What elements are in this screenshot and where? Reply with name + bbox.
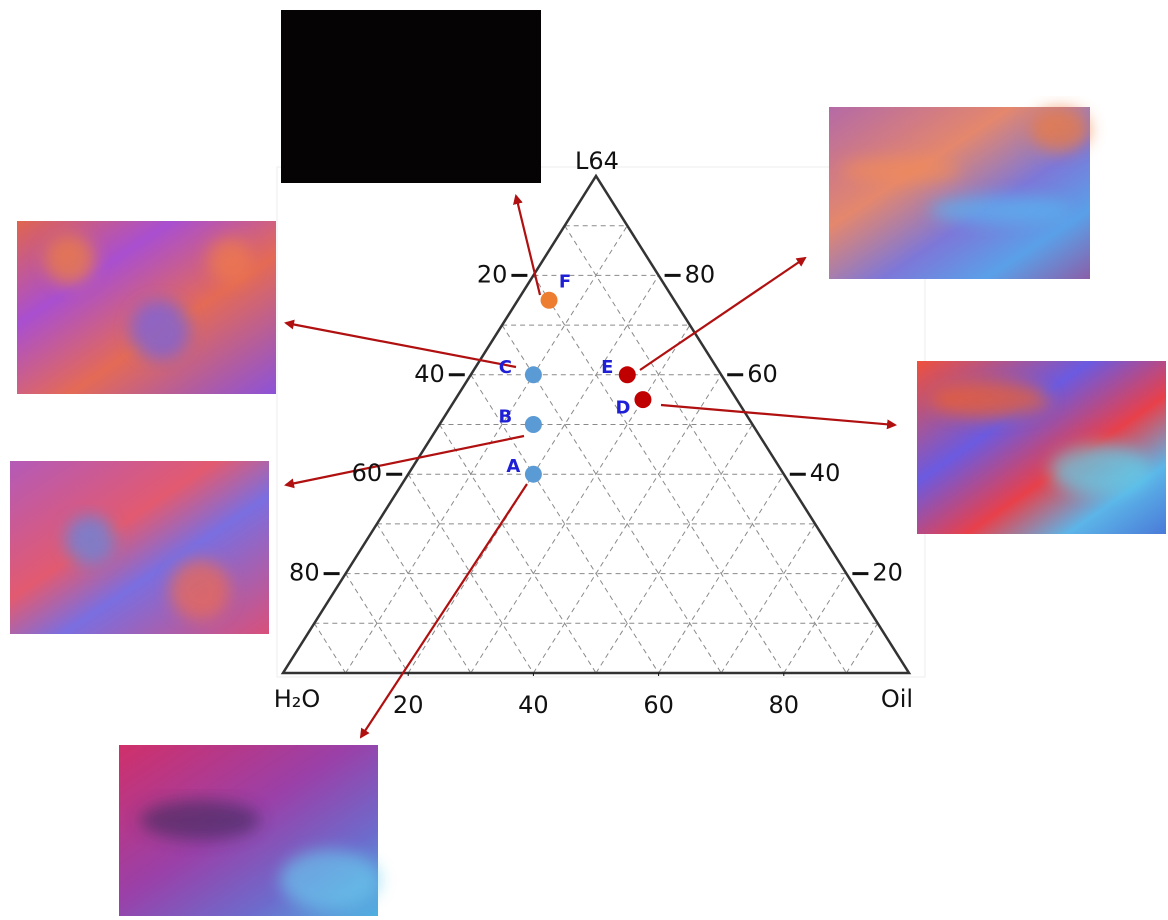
tick-label: 60 [747,360,778,388]
arrow [516,196,540,295]
micrograph-a [119,745,380,916]
grid-line [721,524,815,673]
grid-line [314,623,345,673]
tick-label: 80 [769,691,800,719]
data-point [525,416,542,433]
data-point [619,366,636,383]
data-point [525,466,542,483]
data-point [525,366,542,383]
tick-label: 80 [685,260,716,288]
vertex-label: L64 [575,147,619,175]
tick-label: 20 [872,559,903,587]
marks: 20 20 20 40 40 40 60 60 60 80 80 80 A B C DE F [289,260,903,719]
point-label: A [506,456,520,477]
arrow [661,405,895,425]
data-point [634,391,651,408]
point-label: D [615,398,630,419]
tick-label: 60 [643,691,674,719]
micrographs [10,10,1166,916]
micrograph-c [17,221,276,394]
tick-label: 40 [810,459,841,487]
tick-label: 80 [289,559,320,587]
point-label: C [499,357,512,378]
chart: L64 H₂O Oil 20 20 20 40 40 40 60 60 60 80 80 80 A B C D… [0,0,1168,916]
grid-line [346,226,628,673]
data-point [541,292,558,309]
grid [314,226,877,673]
tick-label: 60 [352,459,383,487]
micrograph-b [10,461,269,634]
vertex-label: H₂O [274,685,321,713]
grid-line [377,524,471,673]
micrograph-e [829,107,1090,279]
grid-line [565,226,847,673]
arrow [286,323,516,367]
vertex-label: Oil [881,685,913,713]
point-label: F [559,271,571,292]
point-label: E [601,357,613,378]
tick-label: 40 [414,360,445,388]
micrograph-f [281,10,541,183]
tick-label: 20 [477,260,508,288]
tick-label: 40 [518,691,549,719]
micrograph-d [917,361,1166,534]
tick-label: 20 [393,691,424,719]
grid-line [846,623,877,673]
page: {"chart_data": { "type": "ternary", "ver… [0,0,1168,916]
arrow [361,484,527,737]
point-label: B [499,407,513,428]
grid-line [596,425,753,674]
plot-frame [277,167,925,677]
